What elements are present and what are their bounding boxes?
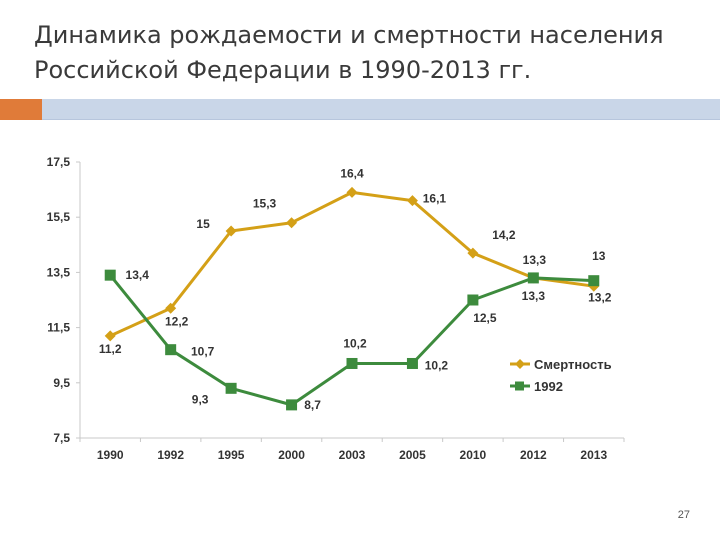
legend-marker-diamond <box>515 359 525 369</box>
data-point-square <box>406 357 418 369</box>
data-label: 12,5 <box>473 311 497 325</box>
x-tick-label: 2012 <box>520 448 547 462</box>
data-label: 13,4 <box>126 268 150 282</box>
y-tick-label: 15,5 <box>47 210 71 224</box>
x-tick-label: 1990 <box>97 448 124 462</box>
x-tick-label: 2003 <box>339 448 366 462</box>
legend: Смертность 1992 <box>510 357 612 394</box>
data-point-square <box>286 399 298 411</box>
x-tick-label: 2005 <box>399 448 426 462</box>
legend-label: Смертность <box>534 357 612 372</box>
data-label: 13,3 <box>523 253 547 267</box>
data-label: 10,2 <box>425 358 449 372</box>
data-point-square <box>346 357 358 369</box>
data-label: 10,7 <box>191 345 215 359</box>
data-point-square <box>467 294 479 306</box>
title-line-1: Динамика рождаемости и смертности населе… <box>34 21 664 49</box>
data-label: 11,2 <box>99 342 122 356</box>
data-label: 10,2 <box>343 336 367 350</box>
data-label: 13,2 <box>588 291 612 305</box>
y-tick-label: 9,5 <box>53 376 70 390</box>
data-point-diamond <box>346 186 358 198</box>
slide-number: 27 <box>677 509 690 521</box>
legend-label: 1992 <box>534 379 563 394</box>
data-label: 15 <box>196 217 210 231</box>
y-tick-label: 7,5 <box>53 431 70 445</box>
data-label: 12,2 <box>165 314 189 328</box>
data-point-diamond <box>286 217 298 229</box>
data-point-square <box>225 382 237 394</box>
y-tick-label: 11,5 <box>47 321 70 335</box>
data-label: 14,2 <box>492 228 516 242</box>
y-tick-label: 13,5 <box>47 265 71 279</box>
accent-block <box>0 99 42 120</box>
data-label: 16,4 <box>340 166 364 180</box>
data-label: 13 <box>592 249 606 263</box>
data-label: 9,3 <box>192 392 209 406</box>
data-label: 13,3 <box>522 289 546 303</box>
title-line-2: Российской Федерации в 1990-2013 гг. <box>34 56 532 84</box>
x-tick-label: 2000 <box>278 448 305 462</box>
data-label: 8,7 <box>304 398 321 412</box>
data-point-square <box>527 272 539 284</box>
accent-bar-divider <box>42 119 720 120</box>
x-tick-label: 2010 <box>460 448 487 462</box>
data-point-square <box>104 269 116 281</box>
data-label-layer: 11,2 12,2 15 15,3 16,4 16,1 14,2 13,3 13 13,4 10,7… <box>99 166 612 412</box>
data-point-square <box>588 275 600 287</box>
axis-layer: 7,5 9,5 11,5 13,5 15,5 17,5 1990 1992 1995 2000 20… <box>47 155 625 462</box>
data-label: 15,3 <box>253 197 277 211</box>
slide-title: Динамика рождаемости и смертности населе… <box>34 18 704 88</box>
data-point-diamond <box>225 225 237 237</box>
data-point-diamond <box>467 247 479 259</box>
legend-marker-square <box>515 381 524 391</box>
data-point-square <box>165 344 177 356</box>
y-tick-label: 17,5 <box>47 155 71 169</box>
accent-bar <box>42 99 720 119</box>
x-tick-label: 1995 <box>218 448 245 462</box>
series-layer <box>104 186 600 411</box>
x-tick-label: 1992 <box>157 448 184 462</box>
data-point-diamond <box>406 195 418 207</box>
data-point-diamond <box>104 330 116 342</box>
data-label: 16,1 <box>423 192 447 206</box>
data-point-diamond <box>165 302 177 314</box>
x-tick-label: 2013 <box>580 448 607 462</box>
